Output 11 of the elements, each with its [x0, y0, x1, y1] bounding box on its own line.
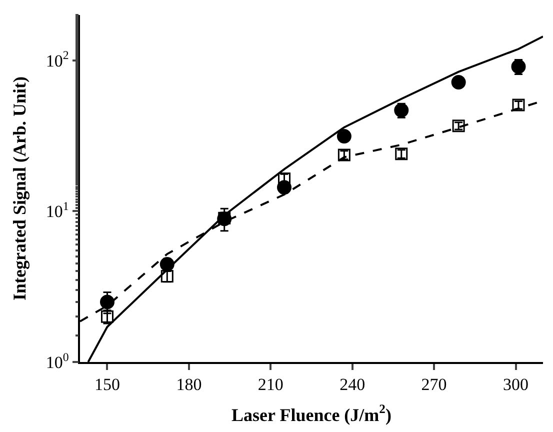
x-tick-label: 300: [503, 375, 529, 394]
x-tick-label: 210: [258, 375, 284, 394]
y-tick-label: 10$^{2}$: [46, 48, 69, 70]
x-tick-label: 270: [421, 375, 447, 394]
y-tick-label: 10$^{0}$: [46, 350, 69, 372]
y-tick-label: 10$^{1}$: [46, 199, 69, 222]
x-tick-label: 180: [176, 375, 202, 394]
x-tick-label: 240: [340, 375, 366, 394]
x-axis-title: Laser Fluence (J/m$^{2}$): [232, 402, 392, 425]
y-axis-title: Integrated Signal (Arb. Unit): [10, 76, 30, 300]
x-tick-label: 150: [94, 375, 120, 394]
